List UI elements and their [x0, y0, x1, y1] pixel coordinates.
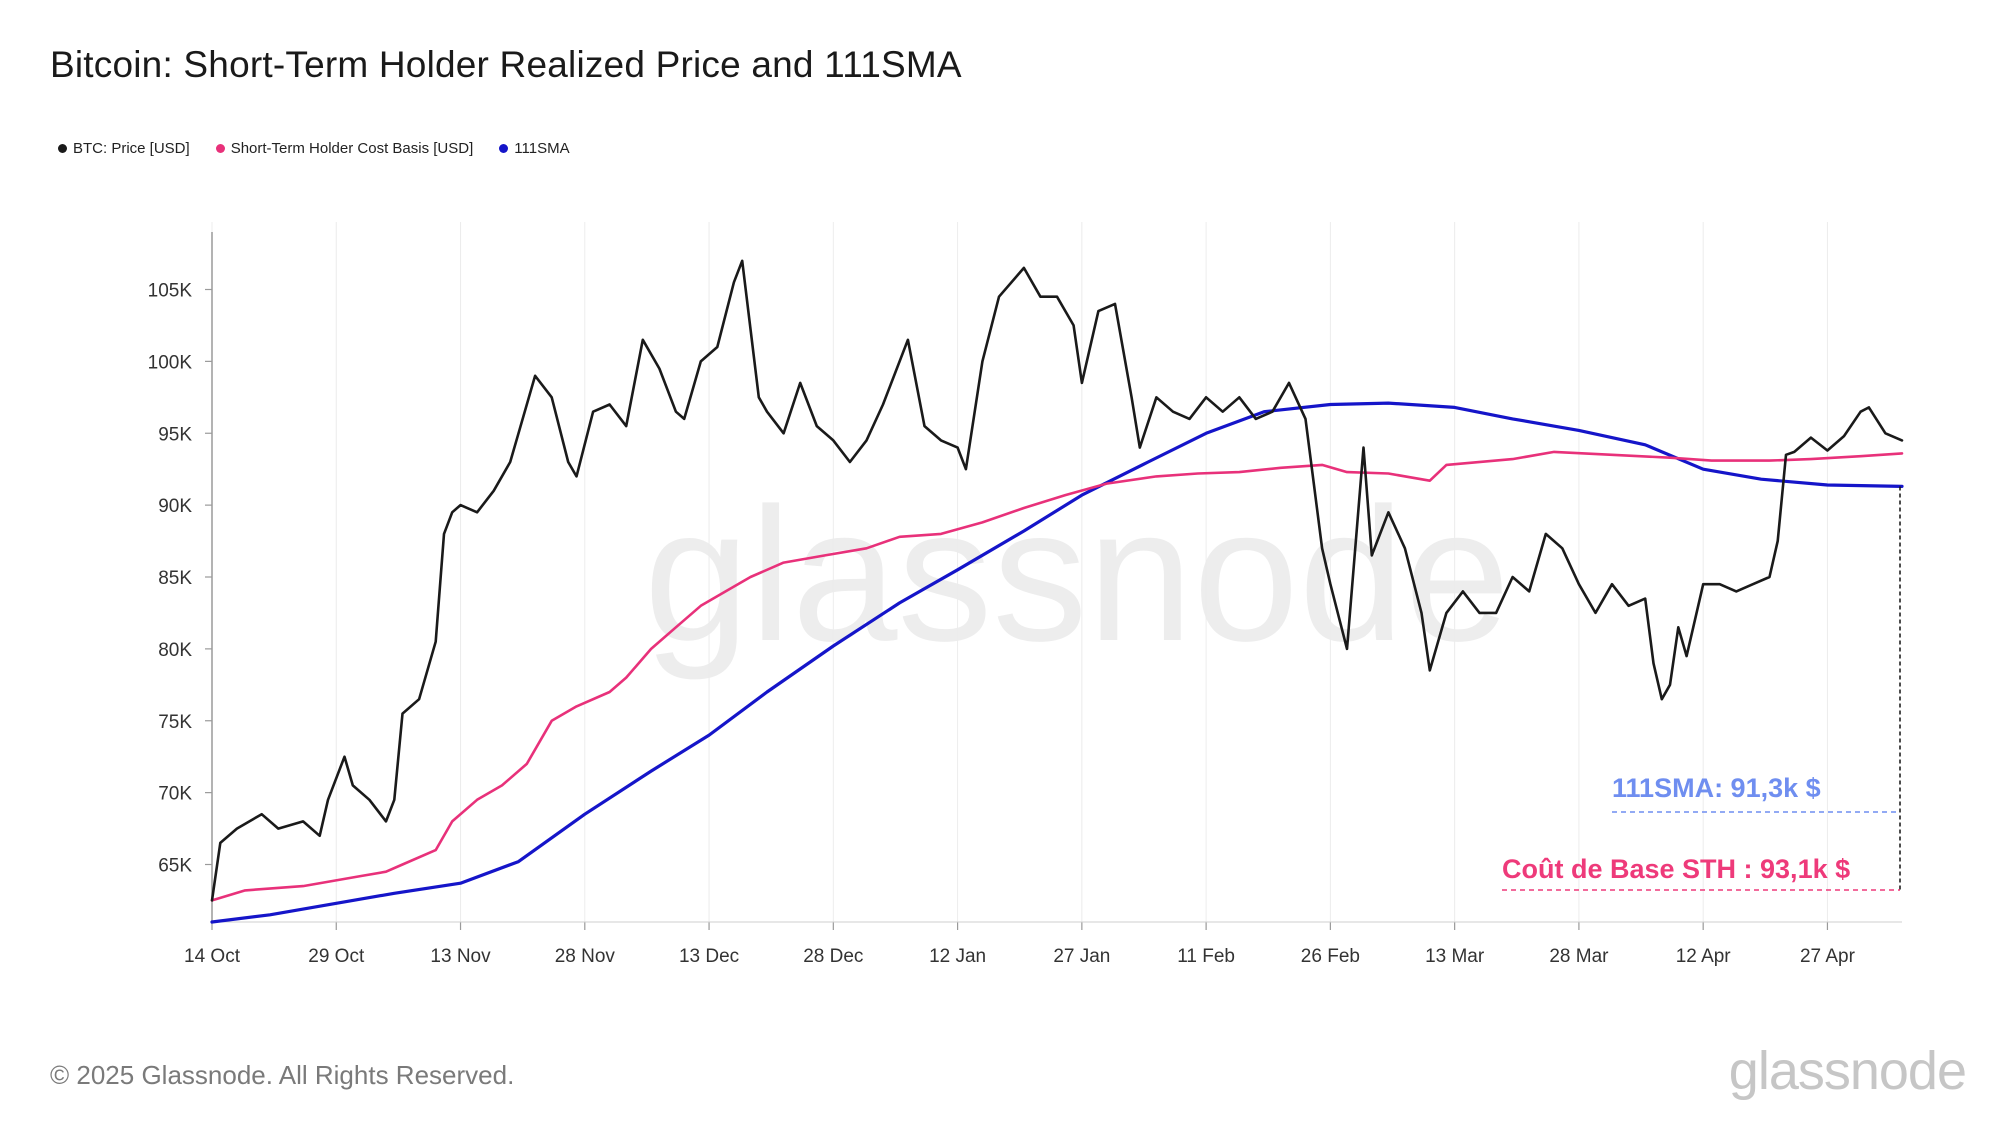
- x-tick-label: 12 Jan: [929, 946, 986, 967]
- y-axis: 65K 70K 75K 80K 85K 90K 95K 100K 105K: [148, 232, 1902, 923]
- glassnode-logo: glassnode: [1728, 1041, 1967, 1101]
- legend-label-sma: 111SMA: [514, 140, 570, 157]
- x-tick-label: 27 Apr: [1800, 946, 1856, 967]
- x-tick-label: 13 Dec: [679, 946, 739, 967]
- legend-dot-price: [58, 144, 67, 153]
- series-line-sth-cost-basis: [210, 450, 1904, 902]
- x-tick-label: 14 Oct: [184, 946, 241, 967]
- annotation-sth-cost-basis: Coût de Base STH : 93,1k $: [1502, 854, 1850, 884]
- y-tick-label: 80K: [158, 640, 192, 661]
- x-tick-label: 28 Nov: [555, 946, 616, 967]
- x-tick-label: 28 Dec: [803, 946, 863, 967]
- x-gridlines: [211, 222, 1828, 922]
- legend-dot-sth: [215, 144, 225, 153]
- x-tick-label: 11 Feb: [1177, 946, 1235, 967]
- y-tick-label: 75K: [158, 712, 192, 733]
- chart-title: Bitcoin: Short-Term Holder Realized Pric…: [50, 44, 962, 85]
- legend-item-sth[interactable]: Short-Term Holder Cost Basis [USD]: [215, 140, 474, 157]
- legend-dot-sma: [499, 144, 509, 153]
- y-tick-label: 105K: [148, 281, 193, 302]
- series-line-111sma: [210, 401, 1904, 924]
- y-tick-label: 70K: [158, 784, 192, 805]
- x-tick-label: 27 Jan: [1053, 946, 1110, 967]
- legend: BTC: Price [USD] Short-Term Holder Cost …: [58, 140, 570, 157]
- x-tick-label: 29 Oct: [308, 946, 365, 967]
- y-tick-label: 65K: [158, 856, 192, 877]
- legend-label-sth: Short-Term Holder Cost Basis [USD]: [230, 140, 474, 157]
- legend-item-price[interactable]: BTC: Price [USD]: [58, 140, 190, 157]
- legend-item-sma[interactable]: 111SMA: [499, 140, 570, 157]
- y-tick-label: 90K: [158, 496, 192, 517]
- x-tick-label: 12 Apr: [1676, 946, 1732, 967]
- copyright-footer: © 2025 Glassnode. All Rights Reserved.: [50, 1060, 515, 1090]
- x-tick-label: 13 Mar: [1425, 946, 1485, 967]
- x-tick-label: 26 Feb: [1301, 946, 1360, 967]
- x-tick-label: 13 Nov: [430, 946, 491, 967]
- y-tick-label: 95K: [158, 424, 192, 445]
- y-tick-label: 100K: [148, 352, 193, 373]
- legend-label-price: BTC: Price [USD]: [73, 140, 190, 157]
- annotation-111sma: 111SMA: 91,3k $: [1612, 773, 1821, 803]
- watermark: glassnode: [644, 469, 1510, 681]
- y-tick-label: 85K: [158, 568, 192, 589]
- x-axis: 14 Oct 29 Oct 13 Nov 28 Nov 13 Dec 28 Dec 12 J…: [184, 922, 1856, 967]
- series-line-btc-price: [210, 259, 1904, 902]
- x-tick-label: 28 Mar: [1549, 946, 1609, 967]
